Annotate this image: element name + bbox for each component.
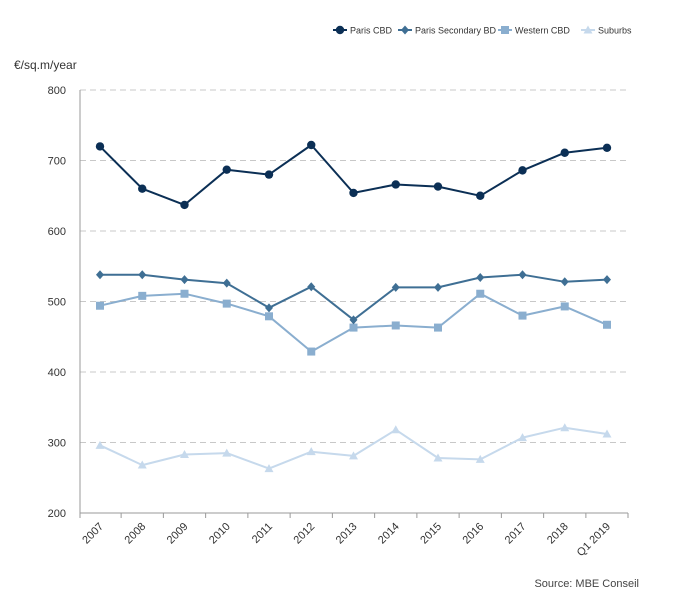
x-tick-label: 2013 bbox=[334, 521, 360, 547]
y-tick-label: 200 bbox=[48, 508, 66, 520]
legend-label: Paris CBD bbox=[350, 26, 393, 36]
data-point bbox=[138, 270, 147, 280]
data-point bbox=[96, 270, 104, 280]
data-point bbox=[433, 453, 443, 462]
series-paris-secondary-bd bbox=[96, 270, 611, 325]
series-line bbox=[99, 426, 608, 470]
data-point bbox=[603, 275, 611, 285]
y-tick-label: 400 bbox=[48, 367, 66, 379]
series-paris-cbd bbox=[95, 140, 612, 210]
data-point bbox=[307, 140, 316, 150]
y-tick-label: 500 bbox=[48, 297, 66, 309]
data-point bbox=[560, 302, 569, 311]
data-point bbox=[138, 291, 147, 300]
data-point bbox=[603, 320, 611, 329]
gridlines bbox=[80, 89, 628, 443]
data-point bbox=[137, 460, 147, 469]
data-point bbox=[349, 188, 358, 198]
data-point bbox=[95, 440, 105, 449]
y-tick-label: 300 bbox=[48, 438, 66, 450]
data-point bbox=[96, 301, 104, 310]
series-western-cbd bbox=[96, 289, 611, 356]
data-point bbox=[602, 429, 612, 438]
data-point bbox=[434, 323, 442, 332]
legend-label: Suburbs bbox=[598, 26, 632, 36]
data-point bbox=[222, 299, 231, 308]
axes bbox=[79, 90, 629, 518]
data-point bbox=[222, 165, 231, 174]
data-point bbox=[476, 289, 485, 298]
data-point bbox=[265, 303, 273, 313]
data-point bbox=[518, 270, 527, 280]
series-suburbs bbox=[95, 423, 612, 473]
data-point bbox=[349, 323, 358, 332]
y-tick-label: 800 bbox=[48, 85, 66, 97]
data-point bbox=[434, 282, 442, 292]
series-layer bbox=[95, 140, 612, 473]
x-tick-label: 2007 bbox=[80, 521, 106, 547]
data-point bbox=[306, 447, 316, 456]
data-point bbox=[222, 278, 231, 288]
x-tick-label: 2014 bbox=[376, 521, 402, 547]
legend-item: Western CBD bbox=[498, 26, 570, 36]
x-tick-label: 2009 bbox=[165, 521, 191, 547]
data-point bbox=[476, 273, 485, 283]
x-tick-label: 2016 bbox=[461, 521, 487, 547]
data-point bbox=[602, 143, 612, 153]
data-point bbox=[560, 148, 569, 157]
data-point bbox=[180, 275, 189, 285]
x-tick-labels: 2007 2008 2009 2010 2011 2012 2013 2014 2015 2016… bbox=[80, 521, 613, 559]
y-axis-unit-label: €/sq.m/year bbox=[14, 58, 77, 72]
data-point bbox=[391, 321, 400, 330]
legend-swatch-marker bbox=[401, 25, 409, 35]
legend-swatch-marker bbox=[335, 25, 345, 35]
x-tick-label: 2017 bbox=[503, 521, 529, 547]
data-point bbox=[180, 449, 189, 458]
legend-item: Paris Secondary BD bbox=[398, 25, 497, 36]
legend-item: Suburbs bbox=[581, 25, 632, 36]
legend: Paris CBD Paris Secondary BD Western CBD Su… bbox=[333, 25, 632, 36]
legend-swatch-marker bbox=[501, 26, 509, 34]
data-point bbox=[222, 448, 232, 457]
data-point bbox=[433, 182, 443, 191]
x-tick-label: 2015 bbox=[418, 521, 444, 547]
data-point bbox=[560, 423, 570, 432]
x-tick-label: 2008 bbox=[123, 521, 149, 547]
x-tick-label: 2011 bbox=[250, 521, 275, 546]
legend-label: Western CBD bbox=[515, 26, 570, 36]
data-point bbox=[518, 311, 527, 320]
legend-label: Paris Secondary BD bbox=[415, 26, 497, 36]
data-point bbox=[391, 180, 400, 189]
x-tick-label: Q1 2019 bbox=[575, 521, 613, 559]
y-tick-label: 600 bbox=[48, 226, 66, 238]
y-tick-labels: 200 300 400 500 600 700 800 bbox=[48, 85, 66, 520]
data-point bbox=[264, 170, 274, 179]
data-point bbox=[307, 347, 316, 356]
data-point bbox=[138, 184, 147, 193]
data-point bbox=[391, 425, 401, 434]
x-tick-label: 2010 bbox=[207, 521, 233, 547]
y-tick-label: 700 bbox=[48, 156, 66, 168]
data-point bbox=[180, 289, 189, 298]
x-tick-label: 2012 bbox=[292, 521, 318, 547]
data-point bbox=[264, 464, 274, 473]
data-point bbox=[476, 191, 485, 200]
data-point bbox=[180, 200, 189, 210]
data-point bbox=[518, 433, 527, 442]
data-point bbox=[349, 451, 358, 460]
data-point bbox=[95, 142, 105, 151]
x-tick-label: 2018 bbox=[545, 521, 571, 547]
data-point bbox=[307, 282, 316, 292]
data-point bbox=[349, 315, 358, 325]
data-point bbox=[560, 277, 569, 287]
data-point bbox=[518, 166, 527, 175]
legend-swatch-marker bbox=[583, 25, 593, 34]
source-note: Source: MBE Conseil bbox=[534, 578, 639, 590]
data-point bbox=[265, 312, 273, 321]
data-point bbox=[475, 454, 485, 463]
legend-item: Paris CBD bbox=[333, 26, 393, 36]
data-point bbox=[391, 282, 400, 292]
